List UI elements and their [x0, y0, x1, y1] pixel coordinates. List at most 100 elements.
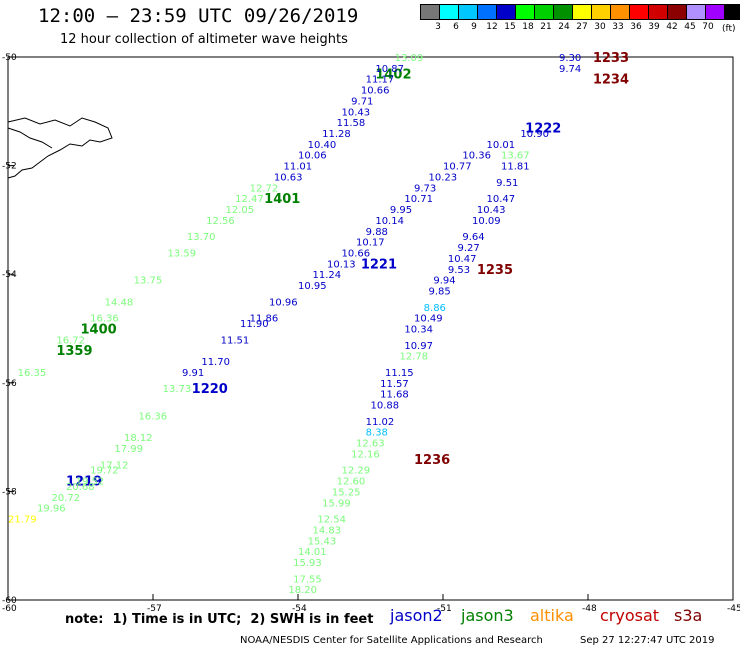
wave-height-value: 17.99: [114, 444, 143, 455]
wave-height-value: 10.17: [356, 238, 385, 249]
wave-height-value: 12.63: [356, 439, 385, 450]
wave-height-value: 11.68: [380, 390, 409, 401]
x-tick-label: -48: [582, 604, 597, 614]
legend-jason2: jason2: [390, 606, 443, 625]
x-tick-label: -60: [2, 604, 17, 614]
wave-height-value: 14.83: [313, 525, 342, 536]
wave-height-value: 9.64: [462, 232, 484, 243]
wave-height-value: 13.09: [395, 53, 424, 64]
wave-height-value: 11.57: [380, 379, 409, 390]
track-id-label: 1400: [81, 323, 117, 338]
track-id-label: 1401: [264, 192, 300, 207]
wave-height-value: 10.01: [487, 140, 516, 151]
wave-height-value: 8.86: [424, 303, 446, 314]
x-tick-label: -54: [292, 604, 307, 614]
wave-height-value: 10.06: [298, 151, 327, 162]
wave-height-value: 11.90: [240, 319, 269, 330]
track-id-label: 1222: [525, 122, 561, 137]
footer-note: note: 1) Time is in UTC; 2) SWH is in fe…: [65, 612, 374, 627]
wave-height-value: 12.47: [235, 194, 264, 205]
wave-height-value: 9.51: [496, 178, 518, 189]
wave-height-value: 9.30: [559, 53, 581, 64]
wave-height-value: 17.12: [100, 460, 129, 471]
wave-height-value: 10.49: [414, 314, 443, 325]
wave-height-value: 12.05: [226, 205, 255, 216]
wave-height-value: 12.78: [400, 352, 429, 363]
axis-ticks: -50 -52 -54 -56 -58 -60-60 -57 -54 -51 -48 -45: [2, 53, 740, 614]
y-tick-label: -50: [2, 53, 17, 63]
wave-height-value: 8.38: [366, 428, 388, 439]
wave-height-value: 20.68: [66, 482, 95, 493]
legend-label: 15: [504, 22, 516, 32]
wave-height-value: 11.01: [284, 162, 313, 173]
wave-height-value: 9.91: [182, 368, 204, 379]
satellite-tracks: 1402 1401 1400 1359 1221 1220 1219 1222 1235 1236…: [56, 51, 629, 490]
wave-height-value: 11.81: [501, 162, 530, 173]
legend-label: 27: [576, 22, 588, 32]
wave-height-value: 9.94: [433, 276, 455, 287]
wave-height-value: 9.74: [559, 64, 581, 75]
legend-label: 70: [702, 22, 714, 32]
track-id-label: 1235: [477, 263, 513, 278]
wave-height-value: 16.72: [56, 335, 85, 346]
legend-label: 18: [522, 22, 534, 32]
x-tick-label: -51: [437, 604, 452, 614]
wave-height-value: 10.97: [404, 341, 433, 352]
wave-height-value: 20.72: [52, 493, 81, 504]
wave-height-value: 15.25: [332, 487, 361, 498]
legend-label: 6: [453, 22, 459, 32]
wave-height-value: 10.40: [308, 140, 337, 151]
wave-height-value: 9.73: [414, 183, 436, 194]
wave-height-value: 10.14: [375, 216, 404, 227]
wave-height-value: 11.86: [250, 314, 279, 325]
x-tick-label: -57: [147, 604, 162, 614]
wave-height-value: 13.59: [168, 248, 197, 259]
legend-label: 42: [666, 22, 678, 32]
legend-unit: (ft): [722, 24, 736, 34]
wave-height-value: 9.27: [458, 243, 480, 254]
legend-label: 36: [630, 22, 642, 32]
wave-height-value: 13.70: [187, 232, 216, 243]
wave-height-value: 10.95: [298, 281, 327, 292]
track-id-label: 1359: [56, 344, 92, 359]
wave-height-value: 11.28: [322, 129, 351, 140]
wave-height-value: 16.36: [139, 411, 168, 422]
wave-height-value: 14.48: [105, 297, 134, 308]
legend-altika: altika: [530, 606, 574, 625]
wave-height-value: 10.47: [487, 194, 516, 205]
track-id-label: 1236: [414, 453, 450, 468]
wave-height-value: 12.16: [351, 449, 380, 460]
legend-label: 21: [540, 22, 552, 32]
wave-height-value: 12.60: [337, 477, 366, 488]
wave-height-value: 10.23: [429, 172, 458, 183]
wave-height-value: 9.53: [448, 265, 470, 276]
legend-swatches: [420, 4, 740, 20]
timestamp-text: Sep 27 12:27:47 UTC 2019: [580, 635, 715, 646]
map-subtitle: 12 hour collection of altimeter wave hei…: [60, 32, 348, 47]
wave-height-value: 15.99: [322, 498, 351, 509]
legend-label: 9: [471, 22, 477, 32]
y-tick-label: -58: [2, 487, 17, 497]
legend-label: 24: [558, 22, 570, 32]
legend-jason3: jason3: [461, 606, 514, 625]
wave-height-value: 17.55: [293, 574, 322, 585]
wave-height-value: 12.29: [342, 466, 371, 477]
wave-height-value: 10.34: [404, 325, 433, 336]
wave-height-value: 11.17: [366, 75, 395, 86]
track-id-label: 1233: [593, 51, 629, 66]
wave-height-value: 12.56: [206, 216, 235, 227]
wave-height-value: 18.12: [124, 433, 153, 444]
y-tick-label: -56: [2, 379, 17, 389]
wave-height-value: 10.09: [472, 216, 501, 227]
legend-swatch: [724, 4, 740, 20]
x-tick-label: -45: [727, 604, 740, 614]
wave-height-value: 10.88: [371, 401, 400, 412]
wave-height-value: 10.36: [462, 151, 491, 162]
wave-height-value: 11.58: [337, 118, 366, 129]
legend-labels: 3 6 9 12 15 18 21 24 27 30 33 36 39 42 45 70: [420, 20, 740, 32]
legend-label: 45: [684, 22, 696, 32]
wave-height-value: 11.51: [221, 335, 250, 346]
wave-height-labels: 13.0910.8711.1710.669.7110.4311.5811.281…: [8, 53, 581, 596]
wave-height-value: 14.01: [298, 547, 327, 558]
wave-height-value: 9.71: [351, 96, 373, 107]
